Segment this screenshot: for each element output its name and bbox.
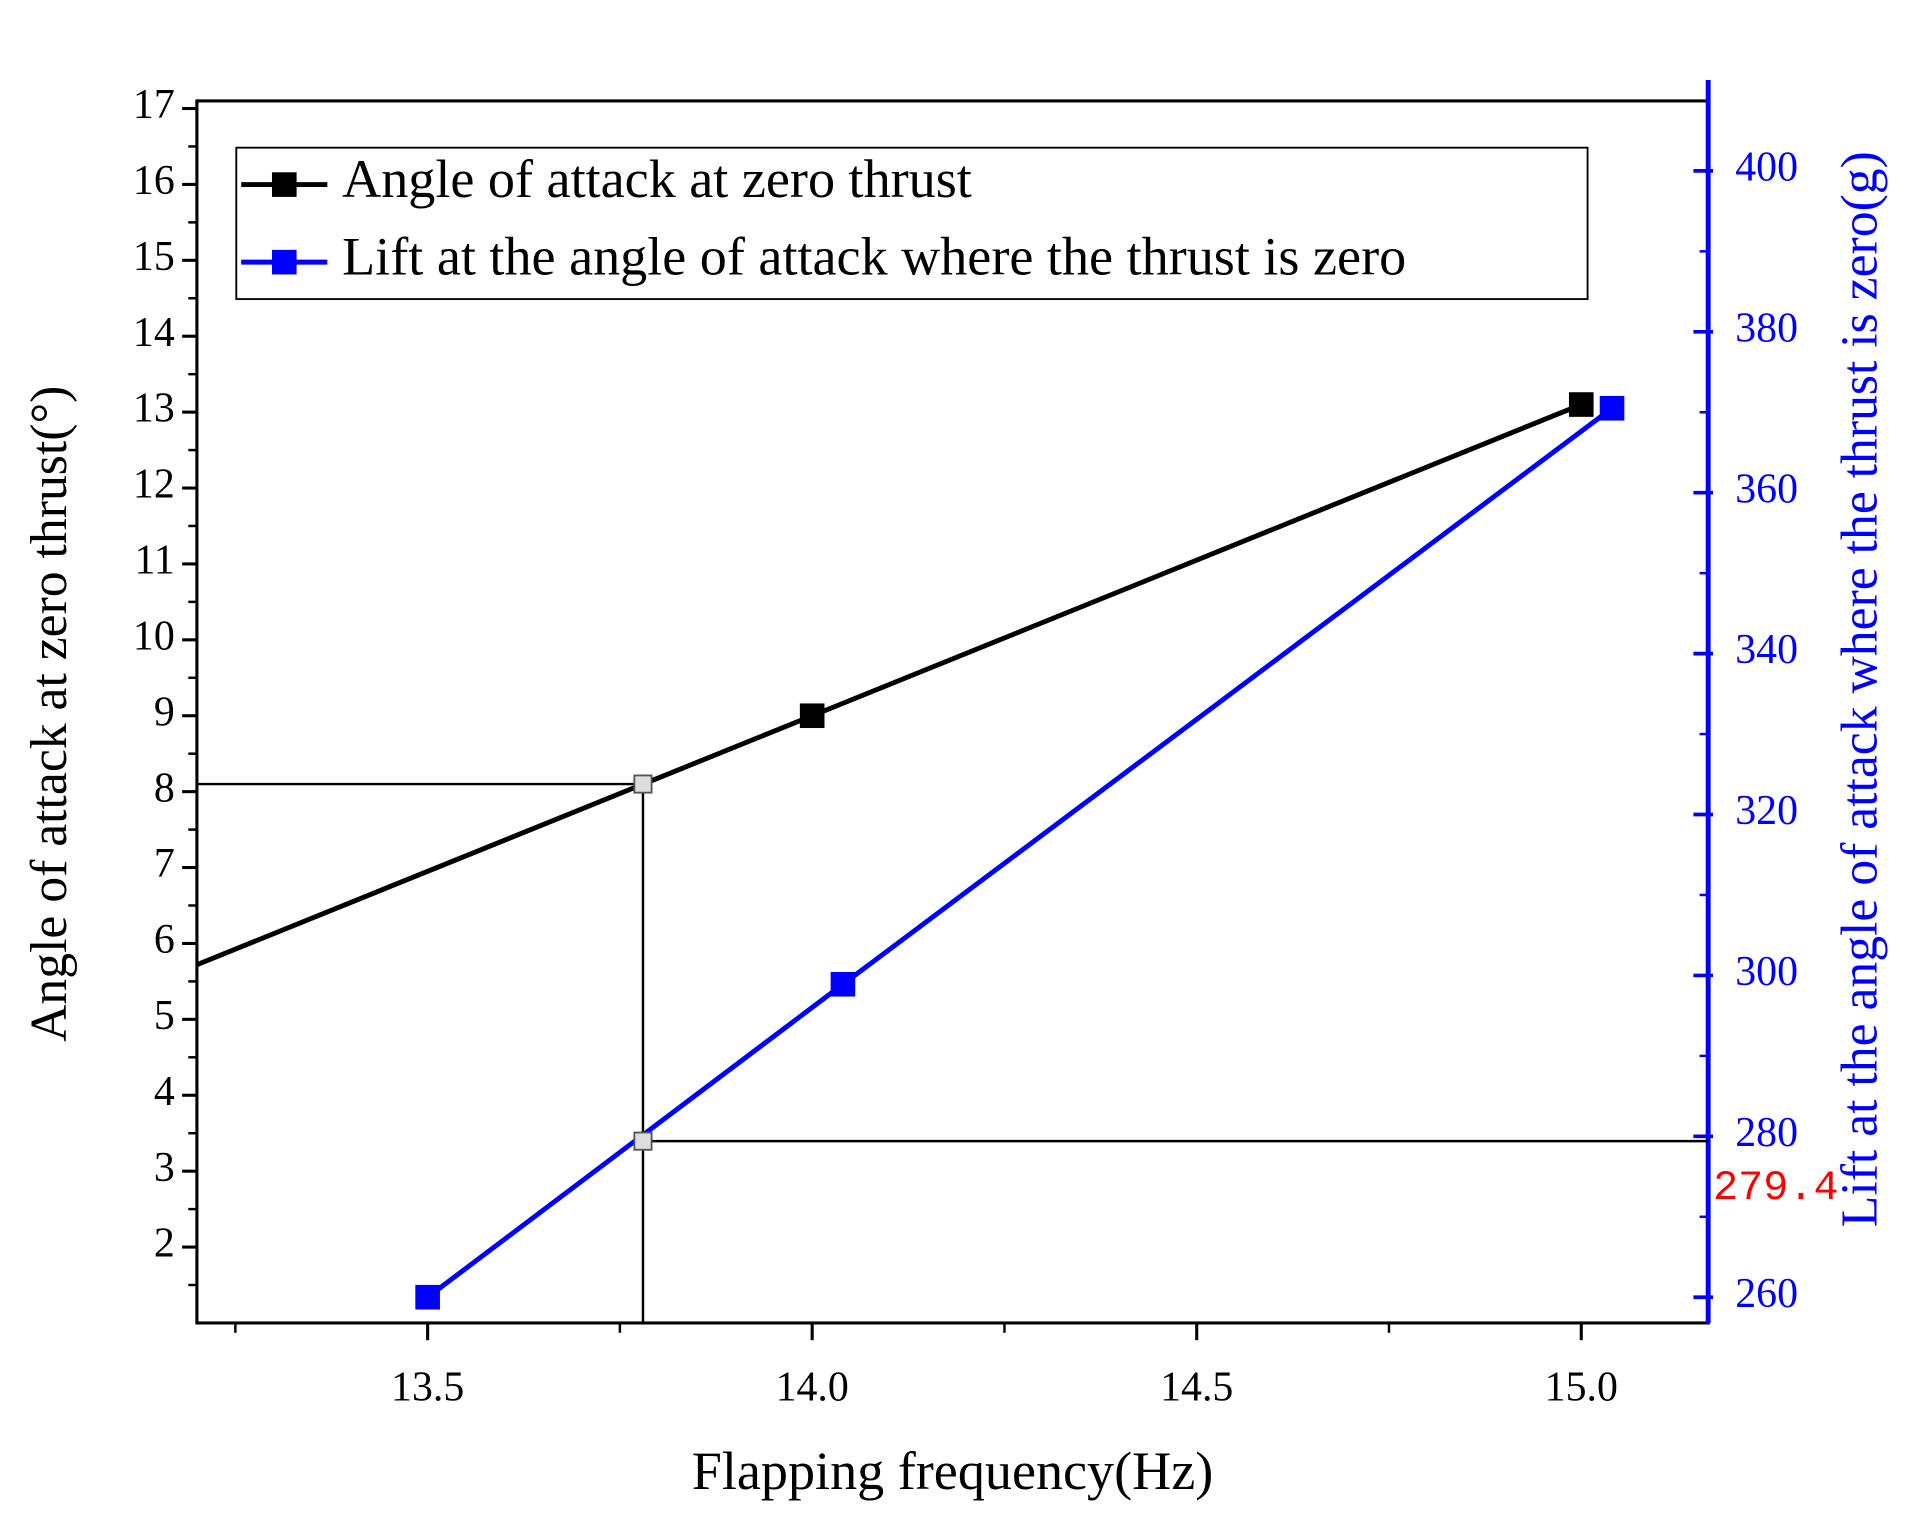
y-tick-label: 11 xyxy=(134,538,174,584)
y-tick-label: 5 xyxy=(154,993,175,1039)
y2-tick-label: 260 xyxy=(1735,1271,1798,1317)
x-tick-label: 14.5 xyxy=(1160,1364,1233,1410)
y2-tick-label: 400 xyxy=(1735,145,1798,191)
series-line xyxy=(426,406,1614,1300)
annotation-point xyxy=(633,1131,653,1151)
y-tick-label: 13 xyxy=(133,386,175,432)
y-tick-label: 6 xyxy=(154,917,175,963)
y2-tick-label: 340 xyxy=(1735,627,1798,673)
y2-tick-label: 300 xyxy=(1735,949,1798,995)
marker xyxy=(415,1284,440,1310)
y-tick-label: 7 xyxy=(154,841,175,887)
y-axis-title: Angle of attack at zero thrust(°) xyxy=(21,386,78,1042)
plot-area xyxy=(196,392,1625,1310)
legend-marker xyxy=(271,249,297,275)
x-tick-label: 13.5 xyxy=(391,1364,464,1410)
y-tick-label: 9 xyxy=(154,689,175,735)
y-tick-label: 12 xyxy=(133,462,175,508)
legend-label: Lift at the angle of attack where the th… xyxy=(342,227,1406,287)
marker xyxy=(799,703,825,729)
legend-marker xyxy=(271,172,297,197)
y-tick-label: 14 xyxy=(133,310,175,356)
x-axis-title: Flapping frequency(Hz) xyxy=(692,1441,1214,1501)
legend-box xyxy=(235,146,1589,300)
annotation-point xyxy=(633,774,653,794)
x-tick-label: 15.0 xyxy=(1545,1364,1618,1410)
y-tick-label: 10 xyxy=(133,613,175,659)
marker xyxy=(1599,395,1625,421)
y-tick-label: 3 xyxy=(154,1145,175,1191)
y2-tick-label: 380 xyxy=(1735,305,1798,351)
y2-tick-label: 320 xyxy=(1735,788,1798,834)
marker xyxy=(1568,392,1594,417)
marker xyxy=(830,971,856,997)
y2-tick-label: 280 xyxy=(1735,1110,1798,1156)
y-tick-label: 16 xyxy=(133,158,175,204)
x-tick-label: 14.0 xyxy=(776,1364,849,1410)
y-tick-label: 2 xyxy=(154,1221,175,1267)
y-tick-label: 17 xyxy=(133,82,175,128)
annotation-label: 279.4 xyxy=(1713,1164,1839,1212)
y-tick-label: 8 xyxy=(154,765,175,811)
y2-axis-title: Lift at the angle of attack where the th… xyxy=(1831,151,1888,1227)
y2-tick-label: 360 xyxy=(1735,466,1798,512)
legend-label: Angle of attack at zero thrust xyxy=(342,149,972,209)
y-tick-label: 15 xyxy=(133,234,175,280)
y-tick-label: 4 xyxy=(154,1069,175,1115)
